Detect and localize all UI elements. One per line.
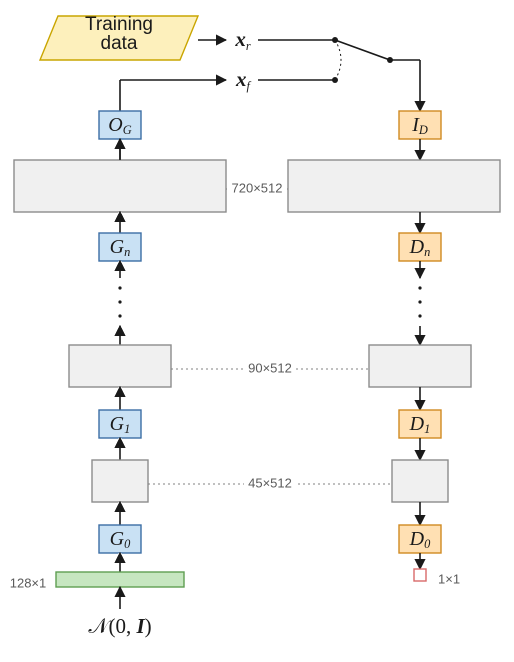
gen-vdots: [118, 300, 121, 303]
switch-arc: [335, 40, 341, 80]
gan-diagram: TrainingdataxrxfOGID720×512GnDn90×512G1D…: [0, 0, 514, 662]
anno-90: 90×512: [248, 360, 292, 375]
noise-dist-label: 𝒩(0, I): [88, 614, 151, 638]
feat-90-gen: [69, 345, 171, 387]
gen-vdots: [118, 286, 121, 289]
noise-vector: [56, 572, 184, 587]
feat-720-gen: [14, 160, 226, 212]
anno-45: 45×512: [248, 475, 292, 490]
feat-720-disc: [288, 160, 500, 212]
switch-arm: [335, 40, 390, 60]
disc-vdots: [418, 286, 421, 289]
gen-vdots: [118, 314, 121, 317]
noise-size-label: 128×1: [10, 575, 47, 590]
disc-vdots: [418, 314, 421, 317]
xr-label: xr: [234, 27, 251, 53]
disc-vdots: [418, 300, 421, 303]
xf-label: xf: [235, 67, 252, 93]
disc-output: [414, 569, 426, 581]
anno-720: 720×512: [232, 180, 283, 195]
out-size-label: 1×1: [438, 571, 460, 586]
feat-90-disc: [369, 345, 471, 387]
switch-dot: [332, 77, 338, 83]
feat-45-gen: [92, 460, 148, 502]
feat-45-disc: [392, 460, 448, 502]
